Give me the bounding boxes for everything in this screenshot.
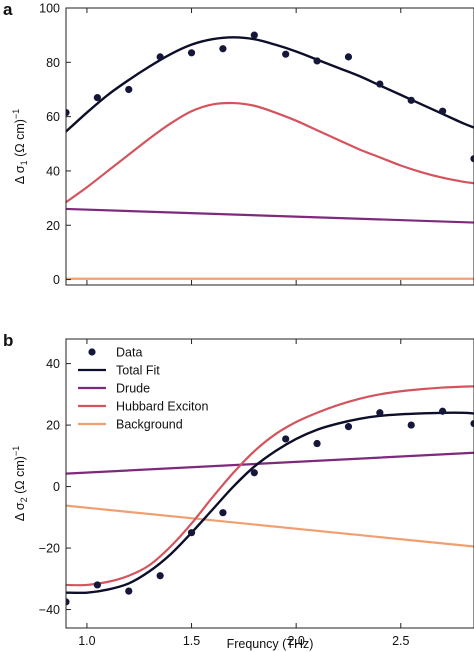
panel-a-data-point (282, 50, 290, 58)
panel-b-data-point (439, 407, 447, 415)
panel-b-data-point (376, 409, 384, 417)
panel-a-data-point (219, 45, 227, 53)
panel-a-data-point (125, 85, 133, 94)
panel-a-y-tick-label: 40 (46, 164, 60, 178)
panel-a-drude-line (66, 207, 474, 224)
panel-a-data-point (93, 94, 101, 102)
panel-b-data-point (470, 419, 474, 428)
panel-a-plot-frame (65, 7, 474, 286)
panel-b-legend: Data Total Fit Drude Hubbard Exciton Backgro… (78, 346, 208, 432)
panel-b-background-line (66, 504, 474, 548)
panel-a-y-tick-label: 100 (39, 2, 60, 16)
panel-a-y-tick-label: 60 (46, 110, 60, 124)
panel-b-hubbard-line (66, 385, 474, 587)
panel-b-y-tick-label: 0 (53, 480, 60, 494)
panel-a-data-point (470, 155, 474, 163)
legend-drude-label: Drude (116, 382, 150, 396)
legend-data-label: Data (116, 346, 142, 360)
legend-data-marker (88, 348, 96, 356)
panel-b-data-point (313, 439, 321, 448)
panel-a-data-point (439, 107, 447, 115)
legend-hubbard-label: Hubbard Exciton (116, 400, 208, 414)
panel-b-data-point (156, 572, 164, 580)
panel-b-total-fit-line (66, 411, 474, 595)
panel-a-data-point (250, 31, 258, 39)
panel-a-letter: a (3, 0, 13, 19)
panel-b-drude-line (66, 451, 474, 475)
panel-b-data-point (407, 421, 415, 429)
panel-b-y-tick-label: 40 (46, 357, 60, 371)
panel-b-x-axis-label: Frequncy (THz) (227, 637, 314, 651)
panel-a-y-tick-label: 0 (53, 273, 60, 287)
panel-a-data-point (407, 96, 415, 104)
panel-b-plot-frame (65, 338, 474, 629)
panel-a-data-point (66, 108, 70, 117)
panel-b-data-point (219, 509, 227, 517)
panel-b-chart: b 1.0 1.5 2.0 2.5 −40 −20 0 20 40 Δ σ2 (Ω cm)−1 Fre… (3, 331, 474, 651)
panel-b-x-tick-label: 2.5 (392, 634, 409, 648)
panel-b-y-tick-label: 20 (46, 419, 60, 433)
panel-a-data-point (313, 57, 321, 65)
panel-a-data-point (187, 49, 196, 57)
panel-a-total-fit-line (66, 36, 474, 133)
panel-b-x-tick-label: 1.0 (78, 634, 95, 648)
panel-b-letter: b (3, 331, 13, 350)
panel-b-y-axis-label: Δ σ2 (Ω cm)−1 (11, 446, 29, 521)
panel-a-data-point (344, 53, 353, 61)
panel-a-hubbard-line (66, 101, 474, 204)
panel-a-y-axis-label: Δ σ1 (Ω cm)−1 (11, 109, 29, 184)
legend-background-label: Background (116, 418, 183, 432)
panel-b-data-point (344, 423, 353, 431)
panel-b-y-tick-label: −40 (39, 603, 60, 617)
panel-b-x-tick-label: 2.0 (287, 634, 304, 648)
panel-b-x-tick-label: 1.5 (183, 634, 200, 648)
panel-b-data-point (125, 587, 133, 595)
panel-b-data-point (187, 529, 196, 537)
panel-a-data-point (156, 53, 164, 61)
panel-b-y-tick-label: −20 (39, 542, 60, 556)
panel-a-chart: a 0 20 40 60 80 100 Δ σ1 (Ω cm)−1 (3, 0, 474, 287)
panel-b-data-point (282, 435, 290, 443)
panel-b-data-point (66, 598, 70, 606)
panel-a-data-point (376, 80, 384, 88)
panel-a-y-tick-label: 20 (46, 219, 60, 233)
legend-total-fit-label: Total Fit (116, 364, 160, 378)
panel-b-data-point (93, 581, 101, 589)
panel-b-data-point (250, 469, 258, 477)
panel-a-y-tick-label: 80 (46, 56, 60, 70)
